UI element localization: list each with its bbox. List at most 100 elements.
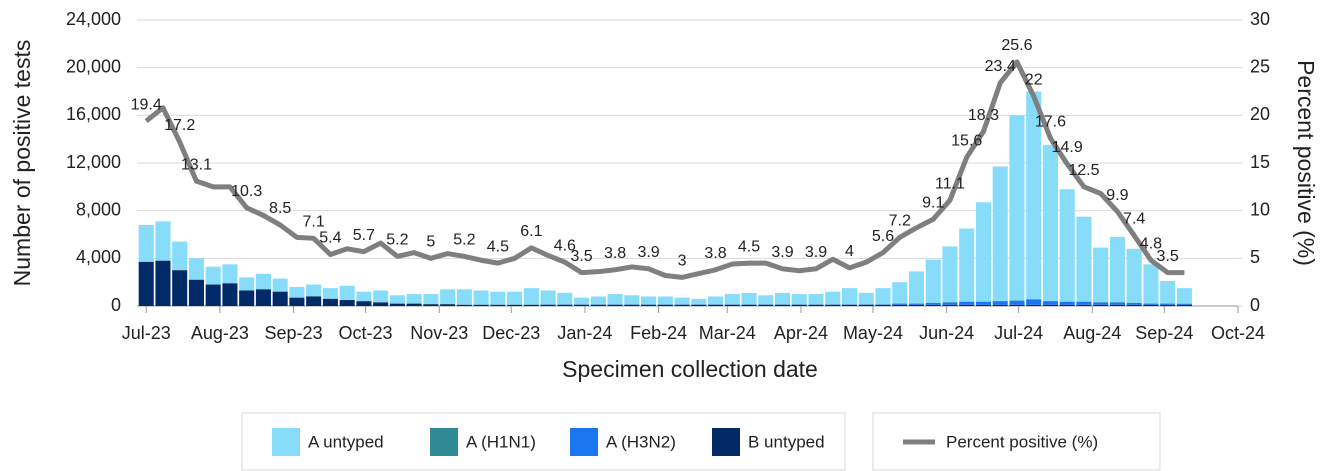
data-label: 5 <box>426 234 435 251</box>
data-label: 17.6 <box>1035 113 1066 130</box>
data-label: 7.4 <box>1123 211 1145 228</box>
bar <box>523 288 539 305</box>
bar <box>155 260 171 306</box>
y-tick-label: 4,000 <box>76 247 121 267</box>
bar <box>1059 304 1075 306</box>
bar <box>440 304 456 306</box>
y2-tick-label: 20 <box>1250 104 1270 124</box>
x-tick-label: Nov-23 <box>410 323 468 343</box>
bar <box>1026 299 1042 305</box>
data-label: 9.1 <box>922 194 944 211</box>
bar <box>892 282 908 304</box>
bar <box>875 288 891 305</box>
y2-tick-label: 25 <box>1250 56 1270 76</box>
data-label: 3.8 <box>704 245 726 262</box>
legend-swatch <box>570 428 598 456</box>
bar <box>1042 301 1058 305</box>
x-tick-label: Jul-23 <box>122 323 171 343</box>
x-tick-label: Sep-24 <box>1135 323 1193 343</box>
y2-tick-label: 10 <box>1250 199 1270 219</box>
bar <box>925 259 941 303</box>
bar <box>1109 236 1125 303</box>
bar <box>272 291 288 306</box>
bar <box>1126 248 1142 303</box>
data-label: 15.6 <box>951 132 982 149</box>
bar <box>975 301 992 305</box>
x-tick-label: May-24 <box>843 323 903 343</box>
data-label: 3.9 <box>771 244 793 261</box>
bar <box>373 290 389 303</box>
bar <box>574 297 590 305</box>
y2-axis-title: Percent positive (%) <box>1293 60 1319 266</box>
bar <box>892 303 908 305</box>
bar <box>741 304 757 306</box>
bar <box>188 279 204 306</box>
bar <box>1009 115 1025 301</box>
bar <box>992 304 1008 306</box>
x-tick-label: Aug-24 <box>1063 323 1121 343</box>
bar <box>624 295 640 305</box>
bar <box>942 246 958 303</box>
bar <box>657 296 673 305</box>
bar <box>507 291 523 305</box>
bar <box>641 296 657 305</box>
data-label: 6.1 <box>520 223 542 240</box>
data-label: 3.5 <box>570 248 592 265</box>
bar <box>925 304 941 306</box>
data-label: 4.6 <box>554 237 576 254</box>
bar <box>1109 304 1125 306</box>
data-label: 3.9 <box>637 244 659 261</box>
bar <box>255 289 271 306</box>
x-tick-label: Aug-23 <box>191 323 249 343</box>
bar <box>1009 300 1025 305</box>
bar <box>1143 264 1159 304</box>
bar <box>490 291 506 305</box>
legend-box <box>872 412 1161 471</box>
bar <box>708 296 724 305</box>
bar <box>774 292 791 305</box>
bar <box>1176 288 1192 304</box>
data-label: 5.4 <box>319 230 341 247</box>
y-axis-title: Number of positive tests <box>9 40 35 287</box>
bar <box>289 297 305 306</box>
bar <box>272 278 288 292</box>
bar <box>306 296 322 306</box>
bar <box>557 304 573 306</box>
bar <box>758 304 774 306</box>
data-label: 9.9 <box>1106 187 1128 204</box>
bar <box>1126 304 1142 306</box>
y-tick-label: 8,000 <box>76 199 121 219</box>
bar <box>1093 302 1109 305</box>
legend-swatch <box>272 428 300 456</box>
bar <box>322 288 338 299</box>
bar <box>942 302 958 305</box>
bar <box>691 304 707 306</box>
data-label: 3.9 <box>805 244 827 261</box>
bar <box>1009 304 1025 306</box>
data-label: 3.5 <box>1157 248 1179 265</box>
bar <box>138 261 154 306</box>
bar <box>808 294 824 305</box>
bar <box>841 288 858 305</box>
legend-swatch <box>430 428 458 456</box>
legend-swatch <box>712 428 740 456</box>
bar <box>925 303 941 305</box>
legend-label: A (H3N2) <box>606 432 676 451</box>
bar <box>339 300 355 306</box>
bar <box>356 301 372 306</box>
y-tick-label: 12,000 <box>66 152 121 172</box>
bar <box>992 166 1008 301</box>
bar <box>172 241 188 271</box>
data-label: 12.5 <box>1068 162 1099 179</box>
bar <box>641 304 657 306</box>
x-tick-label: Jan-24 <box>557 323 612 343</box>
bar <box>1093 247 1109 303</box>
bar <box>490 304 506 306</box>
legend-label: Percent positive (%) <box>946 432 1098 451</box>
bar <box>138 224 154 262</box>
bar <box>908 303 925 305</box>
bar <box>1059 189 1075 302</box>
bar <box>255 273 271 290</box>
data-label: 17.2 <box>164 117 195 134</box>
